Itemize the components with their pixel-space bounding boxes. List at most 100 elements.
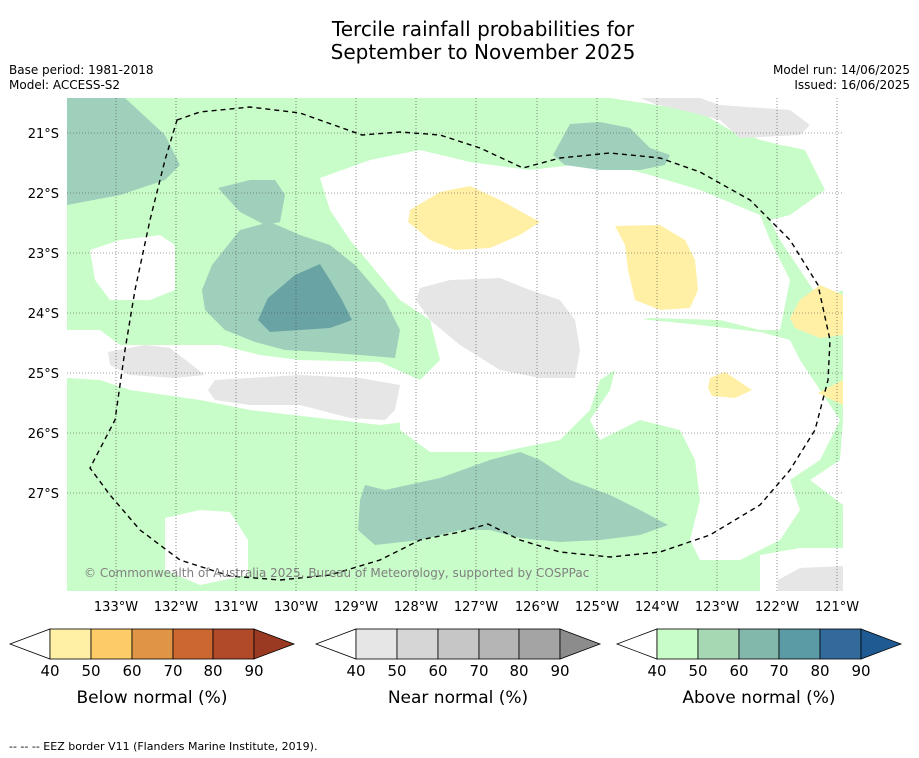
above-normal-50-region-west-patch <box>218 180 285 225</box>
lat-label: 26°S <box>28 427 59 442</box>
colorbar-above-max-triangle <box>860 628 903 660</box>
colorbar-below-swatch <box>49 628 92 660</box>
colorbar-tick: 80 <box>203 662 222 680</box>
lon-label: 122°W <box>755 600 799 615</box>
probability-map <box>67 98 843 591</box>
below-normal-region-small <box>708 372 752 398</box>
title-line-1: Tercile rainfall probabilities for <box>331 17 635 41</box>
lon-label: 121°W <box>815 600 859 615</box>
colorbar-below-swatch <box>90 628 133 660</box>
colorbar-near-min-triangle <box>314 628 357 660</box>
colorbar-above-normal: 40 50 60 70 80 90 Above normal (%) <box>615 628 903 708</box>
below-normal-region-far-east <box>790 285 843 338</box>
near-normal-region-northeast <box>640 98 810 138</box>
lon-label: 125°W <box>575 600 619 615</box>
colorbar-below-max-triangle <box>253 628 296 660</box>
colorbar-above-swatch <box>738 628 780 660</box>
colorbar-below-swatch <box>172 628 214 660</box>
lat-label: 25°S <box>28 367 59 382</box>
lon-label: 123°W <box>695 600 739 615</box>
colorbar-tick: 70 <box>769 662 788 680</box>
model-text: Model: ACCESS-S2 <box>9 78 121 92</box>
colorbar-tick: 40 <box>346 662 365 680</box>
colorbar-below-swatch <box>131 628 174 660</box>
map-title: Tercile rainfall probabilities for Septe… <box>0 18 919 64</box>
below-normal-region-north <box>408 186 540 250</box>
neutral-region-northwest <box>90 235 175 300</box>
colorbar-tick: 60 <box>428 662 447 680</box>
colorbar-near-swatch <box>478 628 520 660</box>
base-period-text: Base period: 1981-2018 <box>9 63 154 77</box>
colorbar-above-swatch <box>656 628 699 660</box>
latitude-labels: 21°S 22°S 23°S 24°S 25°S 26°S 27°S <box>28 127 59 502</box>
longitude-labels: 133°W 132°W 131°W 130°W 129°W 128°W 127°… <box>94 600 859 615</box>
lon-label: 130°W <box>274 600 318 615</box>
lat-label: 27°S <box>28 487 59 502</box>
colorbar-near-max-triangle <box>559 628 602 660</box>
colorbar-near-swatch <box>437 628 480 660</box>
colorbar-tick: 60 <box>122 662 141 680</box>
colorbar-near-swatch <box>518 628 561 660</box>
colorbar-above-label: Above normal (%) <box>682 688 835 708</box>
colorbar-below-label: Below normal (%) <box>77 688 228 708</box>
colorbar-tick: 50 <box>688 662 707 680</box>
colorbar-below-swatch <box>212 628 255 660</box>
lon-label: 127°W <box>454 600 498 615</box>
lon-label: 126°W <box>515 600 559 615</box>
near-normal-region-center <box>416 278 580 378</box>
meta-left: Base period: 1981-2018 Model: ACCESS-S2 <box>9 63 154 93</box>
lon-label: 128°W <box>394 600 438 615</box>
below-normal-region-east <box>615 225 698 310</box>
colorbar-near-label: Near normal (%) <box>388 688 528 708</box>
above-normal-50-region-south <box>358 452 668 545</box>
colorbar-above-ticks: 40 50 60 70 80 90 <box>647 662 870 680</box>
lat-label: 24°S <box>28 307 59 322</box>
lat-label: 21°S <box>28 127 59 142</box>
meta-right: Model run: 14/06/2025 Issued: 16/06/2025 <box>773 63 910 93</box>
lon-label: 124°W <box>635 600 679 615</box>
lon-label: 129°W <box>334 600 378 615</box>
copyright-text: © Commonwealth of Australia 2025, Bureau… <box>84 566 589 580</box>
lat-label: 23°S <box>28 247 59 262</box>
colorbar-tick: 70 <box>163 662 182 680</box>
near-normal-region-northwest <box>108 345 205 378</box>
colorbar-near-swatch <box>396 628 439 660</box>
colorbar-tick: 70 <box>469 662 488 680</box>
colorbar-tick: 80 <box>810 662 829 680</box>
colorbar-tick: 50 <box>81 662 100 680</box>
near-normal-region-southeast <box>778 566 843 591</box>
colorbar-near-normal: 40 50 60 70 80 90 Near normal (%) <box>314 628 602 708</box>
title-line-2: September to November 2025 <box>330 40 636 64</box>
lat-label: 22°S <box>28 187 59 202</box>
colorbar-near-swatch <box>355 628 398 660</box>
above-normal-50-region-northwest <box>67 98 180 205</box>
near-normal-region-west <box>208 375 400 420</box>
colorbar-tick: 90 <box>851 662 870 680</box>
colorbar-tick: 90 <box>550 662 569 680</box>
neutral-region-southwest <box>165 510 248 585</box>
colorbar-below-normal: 40 50 60 70 80 90 Below normal (%) <box>8 628 296 708</box>
colorbar-below-min-triangle <box>8 628 51 660</box>
colorbar-tick: 90 <box>244 662 263 680</box>
colorbar-above-swatch <box>697 628 740 660</box>
colorbar-tick: 40 <box>647 662 666 680</box>
colorbar-tick: 50 <box>387 662 406 680</box>
model-run-text: Model run: 14/06/2025 <box>772 63 910 77</box>
colorbar-above-min-triangle <box>615 628 658 660</box>
colorbar-tick: 80 <box>509 662 528 680</box>
eez-footer-note: -- -- -- EEZ border V11 (Flanders Marine… <box>9 740 318 753</box>
lon-label: 131°W <box>214 600 258 615</box>
lon-label: 132°W <box>154 600 198 615</box>
lon-label: 133°W <box>94 600 138 615</box>
above-normal-50-region-northeast <box>553 122 670 170</box>
colorbar-below-ticks: 40 50 60 70 80 90 <box>40 662 263 680</box>
issued-text: Issued: 16/06/2025 <box>794 78 910 92</box>
colorbar-above-swatch <box>819 628 862 660</box>
colorbar-above-swatch <box>778 628 821 660</box>
above-normal-60-region <box>258 264 352 332</box>
neutral-region-east <box>590 318 840 560</box>
gridlines <box>67 98 843 591</box>
colorbar-tick: 40 <box>40 662 59 680</box>
colorbar-tick: 60 <box>729 662 748 680</box>
